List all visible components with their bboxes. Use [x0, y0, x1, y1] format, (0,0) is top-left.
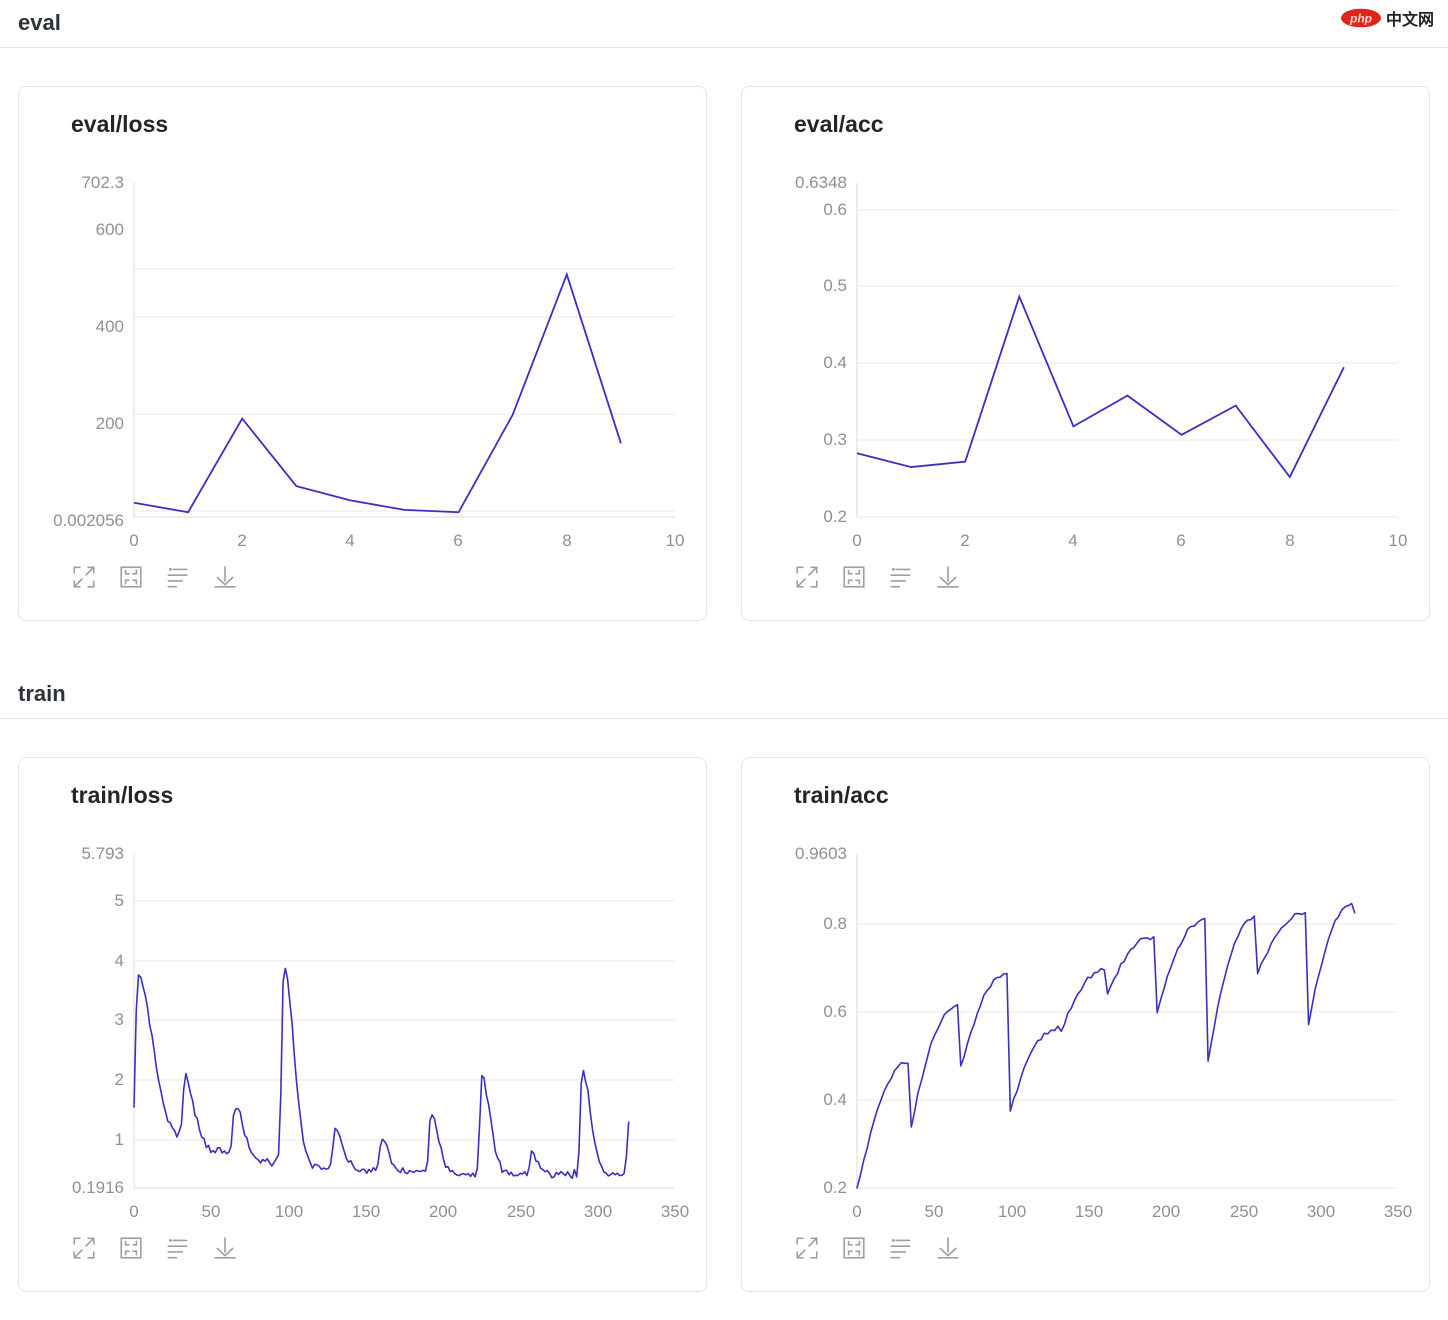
svg-text:2: 2	[115, 1070, 124, 1089]
svg-text:600: 600	[96, 220, 124, 239]
svg-text:400: 400	[96, 317, 124, 336]
svg-text:6: 6	[1176, 531, 1185, 550]
svg-text:200: 200	[96, 414, 124, 433]
svg-text:4: 4	[1068, 531, 1077, 550]
svg-text:5: 5	[115, 891, 124, 910]
svg-text:0.2: 0.2	[823, 1178, 847, 1197]
svg-text:0.002056: 0.002056	[53, 511, 124, 530]
svg-text:0.1916: 0.1916	[72, 1178, 124, 1197]
svg-text:0.3: 0.3	[823, 430, 847, 449]
svg-text:0.9603: 0.9603	[795, 844, 847, 863]
svg-text:php: php	[1349, 12, 1372, 26]
svg-text:100: 100	[275, 1202, 303, 1221]
svg-text:300: 300	[1307, 1202, 1335, 1221]
svg-text:250: 250	[507, 1202, 535, 1221]
svg-text:50: 50	[202, 1202, 221, 1221]
svg-text:1: 1	[115, 1130, 124, 1149]
svg-text:0.4: 0.4	[823, 1090, 847, 1109]
svg-text:50: 50	[925, 1202, 944, 1221]
svg-text:0: 0	[129, 531, 138, 550]
svg-text:350: 350	[1384, 1202, 1412, 1221]
svg-text:300: 300	[584, 1202, 612, 1221]
svg-text:100: 100	[998, 1202, 1026, 1221]
svg-text:250: 250	[1230, 1202, 1258, 1221]
svg-text:5.793: 5.793	[81, 844, 124, 863]
svg-text:6: 6	[453, 531, 462, 550]
svg-text:150: 150	[1075, 1202, 1103, 1221]
svg-text:0.2: 0.2	[823, 507, 847, 526]
svg-text:200: 200	[1152, 1202, 1180, 1221]
svg-text:702.3: 702.3	[81, 173, 124, 192]
svg-text:0: 0	[129, 1202, 138, 1221]
svg-text:0.6: 0.6	[823, 1002, 847, 1021]
svg-text:8: 8	[1285, 531, 1294, 550]
svg-text:200: 200	[429, 1202, 457, 1221]
svg-text:2: 2	[960, 531, 969, 550]
svg-text:0.6: 0.6	[823, 200, 847, 219]
svg-text:0.5: 0.5	[823, 276, 847, 295]
svg-text:3: 3	[115, 1010, 124, 1029]
svg-text:2: 2	[237, 531, 246, 550]
svg-text:150: 150	[352, 1202, 380, 1221]
svg-text:10: 10	[1389, 531, 1408, 550]
svg-text:0: 0	[852, 1202, 861, 1221]
svg-text:0: 0	[852, 531, 861, 550]
svg-text:350: 350	[661, 1202, 689, 1221]
svg-text:0.4: 0.4	[823, 353, 847, 372]
svg-text:8: 8	[562, 531, 571, 550]
svg-text:4: 4	[115, 951, 124, 970]
svg-text:0.8: 0.8	[823, 914, 847, 933]
svg-text:0.6348: 0.6348	[795, 173, 847, 192]
svg-text:10: 10	[666, 531, 685, 550]
svg-text:4: 4	[345, 531, 354, 550]
